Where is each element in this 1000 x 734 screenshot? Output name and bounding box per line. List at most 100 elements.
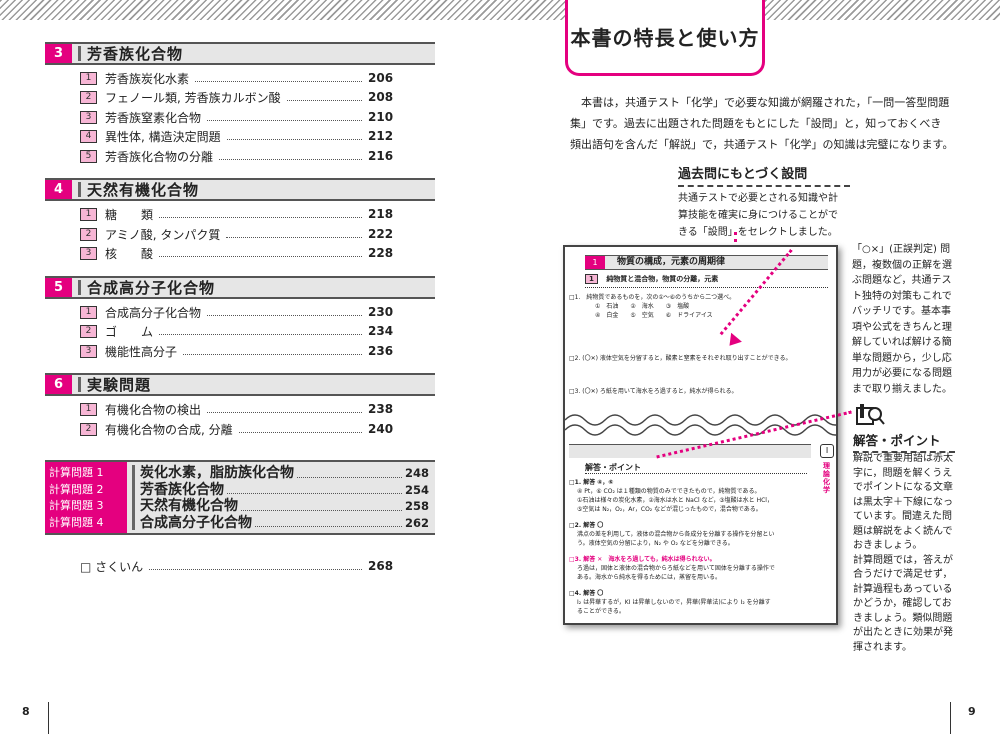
page-divider-left	[48, 702, 49, 734]
toc-item[interactable]: 1 糖 類 218	[80, 206, 394, 222]
toc-item-label: 糖 類	[105, 207, 154, 222]
toc-item-page: 212	[368, 129, 394, 143]
index-entry[interactable]: □ さくいん 268	[80, 558, 393, 574]
toc-item-label: 有機化合物の検出	[105, 402, 202, 417]
toc-item-page: 216	[368, 149, 394, 163]
sample-answer-text: ⑤空気は N₂，O₂，Ar，CO₂ などが混じったもので，混合物である。	[577, 506, 762, 513]
text-line: 算技能を確実に身につけることがで	[678, 210, 838, 221]
sample-answer-head: □3. 解答 ✕ 海水をろ過しても，純水は得られない。	[569, 556, 716, 563]
toc-item[interactable]: 3 芳香族窒素化合物 210	[80, 109, 394, 125]
toc-item-label: 芳香族化合物の分離	[105, 149, 214, 164]
calc-item[interactable]: 合成高分子化合物 262	[140, 515, 435, 532]
section-number: 6	[45, 375, 72, 394]
sample-answer-text: う。液体空気の分留により，N₂ や O₂ などを分離できる。	[577, 540, 734, 547]
toc-item[interactable]: 3 核 酸 228	[80, 245, 393, 261]
toc-item-label: 有機化合物の合成, 分離	[105, 422, 233, 437]
toc-item-label: 合成高分子化合物	[105, 305, 202, 320]
toc-item[interactable]: 1 芳香族炭化水素 206	[80, 70, 394, 86]
toc-item-page: 208	[368, 90, 394, 104]
text-line: まで取り揃えました。	[852, 383, 952, 395]
toc-item[interactable]: 2 アミノ酸, タンパク質 222	[80, 226, 394, 242]
sample-answer-text: ①石油は様々の炭化水素，②海水は水と NaCl など，③塩酸は水と HCl，	[577, 497, 773, 504]
toc-item[interactable]: 2 有機化合物の合成, 分離 240	[80, 421, 393, 437]
calc-item[interactable]: 炭化水素，脂肪族化合物 248	[140, 465, 435, 482]
sample-chapter-num: 1	[585, 256, 605, 269]
text-line: ています。間違えた問	[853, 511, 952, 522]
toc-item-page: 234	[368, 324, 394, 338]
sample-section-title: 純物質と混合物，物質の分離，元素	[606, 275, 719, 283]
chapter-book-icon: 1	[80, 402, 97, 416]
toc-item-page: 222	[368, 227, 394, 241]
calc-label: 計算問題 2	[49, 482, 104, 496]
book-magnifier-icon	[855, 404, 885, 426]
toc-item-label: 芳香族窒素化合物	[105, 110, 202, 125]
index-label: □ さくいん	[80, 559, 144, 574]
chapter-book-icon: 2	[80, 90, 97, 104]
text-line: かどうか，確認してお	[853, 598, 952, 609]
toc-item[interactable]: 2 フェノール類, 芳香族カルボン酸 208	[80, 89, 394, 105]
calc-item[interactable]: 芳香族化合物 254	[140, 482, 435, 499]
toc-item[interactable]: 1 有機化合物の検出 238	[80, 401, 394, 417]
callout-questions-title: 過去問にもとづく設問	[678, 163, 850, 187]
sample-answer-text: I₂ は昇華するが，KI は昇華しないので，昇華(昇華法)により I₂ を分離す	[577, 599, 771, 606]
text-line: 頻出語句を含んだ「解説」で，共通テスト「化学」の知識は完璧になります。	[570, 138, 954, 151]
sample-q1: □1. 純物質であるものを，次の①～⑥のうちから二つ選べ。	[569, 294, 736, 301]
chapter-book-icon: 2	[80, 324, 97, 338]
section-title: 合成高分子化合物	[87, 279, 216, 297]
toc-item-label: ゴ ム	[105, 324, 154, 339]
toc-item-page: 210	[368, 110, 394, 124]
intro-text: 本書は，共通テスト「化学」で必要な知識が網羅された，「一問一答型問題集」です。過…	[570, 92, 953, 155]
sample-q3: □3. (〇✕) ろ紙を用いて海水をろ過すると，純水が得られる。	[569, 388, 738, 395]
calc-problems-block: 計算問題 1 計算問題 2 計算問題 3 計算問題 4 炭化水素，脂肪族化合物 248 芳香…	[45, 460, 435, 535]
sample-answer-text: ることができる。	[577, 608, 625, 615]
toc-item[interactable]: 1 合成高分子化合物 230	[80, 304, 393, 320]
section-title: 芳香族化合物	[87, 45, 184, 63]
callout-ox: 「○×」(正誤判定) 問題，複数個の正解を選 ぶ問題など，共通テス ト独特の対策もこ…	[852, 242, 952, 397]
toc-item[interactable]: 2 ゴ ム 234	[80, 323, 394, 339]
text-line: 合うだけで満足せず，	[853, 569, 953, 580]
sample-q2: □2. (〇✕) 液体空気を分留すると，酸素と窒素をそれぞれ取り出すことができる…	[569, 355, 792, 362]
section-number: 5	[45, 278, 72, 297]
toc-item[interactable]: 3 機能性高分子 236	[80, 343, 393, 359]
text-line: バッチリです。基本事	[852, 306, 951, 317]
section-title: 天然有機化合物	[87, 181, 200, 199]
callout-questions: 過去問にもとづく設問 共通テストで必要とされる知識や計 算技能を確実に身につけるこ…	[678, 163, 850, 241]
toc-item-page: 206	[368, 71, 394, 85]
callout-answer-text: 解説で重要用語は赤太 字に，問題を解くうえ でポイントになる文章 は黒太字＋下線になっ…	[853, 452, 953, 655]
text-line: 単な問題から，少し応	[852, 352, 952, 364]
calc-page: 248	[405, 466, 430, 480]
section-number: 4	[45, 180, 72, 199]
text-line: ぶ問題など，共通テス	[852, 275, 952, 286]
text-line: は黒太字＋下線になっ	[853, 496, 953, 508]
text-line: 用力が必要になる問題	[852, 368, 952, 379]
chapter-book-icon: 3	[80, 344, 97, 358]
chapter-book-icon: 5	[80, 149, 97, 163]
text-line: 集」です。過去に出題された問題をもとにした「設問」と，知っておくべき	[570, 117, 942, 130]
chapter-book-icon: 2	[80, 227, 97, 241]
sample-side-tab-num: I	[820, 444, 834, 458]
callout-answer-title: 解答・ポイント	[853, 430, 955, 453]
toc-item[interactable]: 4 異性体, 構造決定問題 212	[80, 128, 394, 144]
sample-section-num: 1	[585, 274, 598, 284]
text-line: 字に，問題を解くうえ	[853, 467, 953, 479]
sample-answer-text: 沸点の差を利用して，液体の混合物から各成分を分離する操作を分留とい	[577, 531, 775, 538]
sample-page-image: 1 物質の構成，元素の周期律 1 純物質と混合物，物質の分離，元素 □1. 純物…	[563, 245, 838, 625]
calc-item[interactable]: 天然有機化合物 258	[140, 498, 435, 515]
top-hatch-right	[765, 0, 1000, 20]
calc-title: 天然有機化合物	[140, 498, 238, 514]
chapter-book-icon: 3	[80, 110, 97, 124]
calc-page: 262	[405, 515, 430, 530]
toc-item-page: 238	[368, 402, 394, 416]
text-line: 解していれば解ける簡	[852, 337, 952, 348]
text-line: 題，複数個の正解を選	[852, 259, 952, 271]
toc-item-page: 218	[368, 207, 394, 221]
section-header: 4 天然有機化合物	[45, 178, 435, 201]
sample-answer-head: 解答・ポイント	[585, 462, 807, 474]
sample-answer-head: □4. 解答 〇	[569, 590, 604, 597]
page-title-text: 本書の特長と使い方	[570, 26, 760, 50]
toc-item[interactable]: 5 芳香族化合物の分離 216	[80, 148, 394, 164]
section-header: 6 実験問題	[45, 373, 435, 396]
calc-label: 計算問題 4	[49, 515, 104, 529]
top-hatch-left	[0, 0, 565, 20]
text-line: 本書は，共通テスト「化学」で必要な知識が網羅された，「一問一答型問題	[581, 96, 950, 109]
